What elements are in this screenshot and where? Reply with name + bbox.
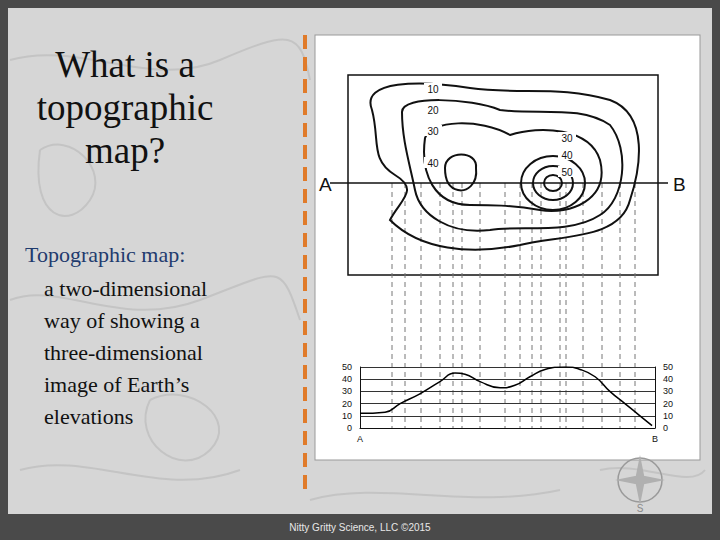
svg-text:20: 20 [342, 399, 352, 409]
svg-text:three-dimensional: three-dimensional [44, 340, 203, 365]
svg-text:image of Earth’s: image of Earth’s [44, 372, 189, 397]
svg-text:50: 50 [561, 167, 573, 178]
svg-text:a two-dimensional: a two-dimensional [44, 276, 207, 301]
svg-text:A: A [357, 434, 363, 444]
svg-text:0: 0 [347, 423, 352, 433]
svg-text:Topographic map:: Topographic map: [25, 242, 185, 267]
svg-text:10: 10 [427, 84, 439, 95]
svg-text:B: B [652, 434, 658, 444]
svg-text:40: 40 [342, 374, 352, 384]
svg-text:30: 30 [342, 386, 352, 396]
svg-text:30: 30 [663, 386, 673, 396]
svg-text:40: 40 [427, 158, 439, 169]
svg-text:topographic: topographic [37, 87, 214, 128]
svg-text:50: 50 [342, 362, 352, 372]
svg-text:B: B [673, 174, 686, 195]
svg-text:20: 20 [663, 399, 673, 409]
svg-text:elevations: elevations [44, 404, 133, 429]
svg-text:A: A [319, 174, 332, 195]
svg-text:30: 30 [427, 126, 439, 137]
svg-text:10: 10 [663, 411, 673, 421]
svg-text:What is a: What is a [55, 44, 195, 85]
svg-text:S: S [637, 503, 644, 514]
svg-text:0: 0 [663, 423, 668, 433]
svg-text:20: 20 [427, 105, 439, 116]
svg-text:map?: map? [85, 130, 165, 171]
svg-text:50: 50 [663, 362, 673, 372]
svg-text:Nitty Gritty Science, LLC ©201: Nitty Gritty Science, LLC ©2015 [289, 522, 431, 533]
svg-text:30: 30 [561, 133, 573, 144]
svg-text:40: 40 [561, 150, 573, 161]
svg-text:way of showing a: way of showing a [44, 308, 200, 333]
svg-text:40: 40 [663, 374, 673, 384]
svg-text:10: 10 [342, 411, 352, 421]
